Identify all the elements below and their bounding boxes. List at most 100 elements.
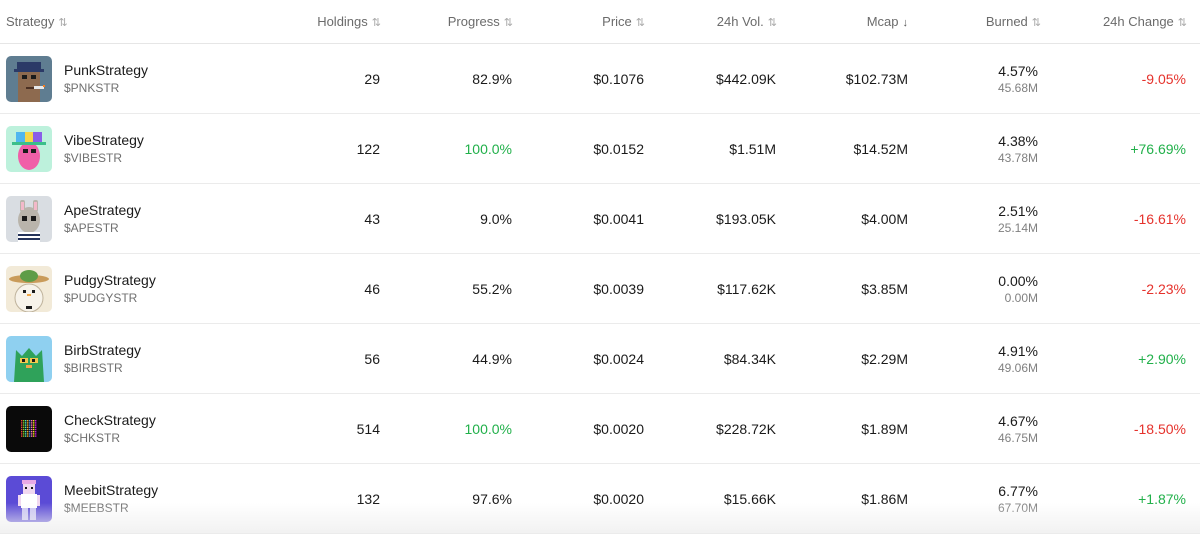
col-header-change[interactable]: 24h Change ⇅	[1040, 0, 1200, 44]
col-header-vol[interactable]: 24h Vol. ⇅	[644, 0, 777, 44]
progress-cell: 100.0%	[380, 393, 512, 464]
table-row[interactable]: BirbStrategy $BIRBSTR 56 44.9% $0.0024 $…	[0, 323, 1200, 394]
strategy-ticker: $MEEBSTR	[64, 501, 129, 515]
strategy-cell: MeebitStrategy $MEEBSTR	[0, 463, 220, 534]
table-row[interactable]: PunkStrategy $PNKSTR 29 82.9% $0.1076 $4…	[0, 43, 1200, 114]
strategy-ticker: $APESTR	[64, 221, 119, 235]
change-cell: +2.90%	[1040, 323, 1200, 394]
birb-avatar-icon	[6, 335, 52, 382]
burned-percent: 4.38%	[998, 132, 1038, 149]
sort-icon: ⇅	[503, 17, 513, 29]
strategy-name: PudgyStrategy	[64, 272, 156, 288]
burned-percent: 6.77%	[998, 482, 1038, 499]
burned-percent: 4.57%	[998, 62, 1038, 79]
change-cell: -18.50%	[1040, 393, 1200, 464]
burned-amount: 67.70M	[997, 500, 1038, 515]
strategy-ticker: $BIRBSTR	[64, 361, 123, 375]
strategy-ticker: $CHKSTR	[64, 431, 121, 445]
holdings-cell: 122	[220, 113, 380, 184]
change-cell: -16.61%	[1040, 183, 1200, 254]
price-cell: $0.1076	[512, 43, 644, 114]
table-row[interactable]: ApeStrategy $APESTR 43 9.0% $0.0041 $193…	[0, 183, 1200, 254]
vol-cell: $442.09K	[644, 43, 776, 114]
burned-cell: 4.57% 45.68M	[908, 43, 1040, 114]
table-row[interactable]: CheckStrategy $CHKSTR 514 100.0% $0.0020…	[0, 393, 1200, 464]
burned-cell: 0.00% 0.00M	[908, 253, 1040, 324]
price-cell: $0.0152	[512, 113, 644, 184]
col-header-mcap[interactable]: Mcap ↓	[776, 0, 908, 44]
sort-icon: ⇅	[58, 17, 67, 29]
strategy-cell: PunkStrategy $PNKSTR	[0, 43, 220, 114]
table-header-row: Strategy ⇅ Holdings ⇅ Progress ⇅ Price ⇅ 24h…	[0, 0, 1200, 44]
mcap-cell: $102.73M	[776, 43, 908, 114]
burned-amount: 45.68M	[997, 80, 1038, 95]
burned-amount: 43.78M	[997, 150, 1038, 165]
strategy-ticker: $PUDGYSTR	[64, 291, 138, 305]
change-cell: +1.87%	[1040, 463, 1200, 534]
change-cell: -2.23%	[1040, 253, 1200, 324]
progress-cell: 44.9%	[380, 323, 512, 394]
vibe-avatar-icon	[6, 125, 52, 172]
vol-cell: $228.72K	[644, 393, 776, 464]
col-header-burned[interactable]: Burned ⇅	[908, 0, 1041, 44]
punk-avatar-icon	[6, 55, 52, 102]
strategy-cell: ApeStrategy $APESTR	[0, 183, 220, 254]
mcap-cell: $4.00M	[776, 183, 908, 254]
burned-cell: 4.91% 49.06M	[908, 323, 1040, 394]
strategy-name: BirbStrategy	[64, 342, 142, 358]
progress-cell: 100.0%	[380, 113, 512, 184]
table-row[interactable]: VibeStrategy $VIBESTR 122 100.0% $0.0152…	[0, 113, 1200, 184]
mcap-cell: $3.85M	[776, 253, 908, 324]
burned-percent: 0.00%	[998, 272, 1038, 289]
burned-cell: 2.51% 25.14M	[908, 183, 1040, 254]
meebit-avatar-icon	[6, 475, 52, 522]
burned-cell: 4.67% 46.75M	[908, 393, 1040, 464]
col-header-price[interactable]: Price ⇅	[512, 0, 645, 44]
sort-icon: ⇅	[1031, 17, 1041, 29]
mcap-cell: $1.86M	[776, 463, 908, 534]
table-row[interactable]: MeebitStrategy $MEEBSTR 132 97.6% $0.002…	[0, 463, 1200, 534]
strategy-name: PunkStrategy	[64, 62, 149, 78]
col-header-progress[interactable]: Progress ⇅	[380, 0, 513, 44]
burned-percent: 2.51%	[998, 202, 1038, 219]
pudgy-avatar-icon	[6, 265, 52, 312]
table-row[interactable]: PudgyStrategy $PUDGYSTR 46 55.2% $0.0039…	[0, 253, 1200, 324]
sort-desc-icon: ↓	[902, 17, 909, 29]
sort-icon: ⇅	[635, 17, 645, 29]
burned-percent: 4.67%	[998, 412, 1038, 429]
strategy-ticker: $PNKSTR	[64, 81, 120, 95]
progress-cell: 9.0%	[380, 183, 512, 254]
price-cell: $0.0020	[512, 393, 644, 464]
sort-icon: ⇅	[371, 17, 381, 29]
strategy-name: VibeStrategy	[64, 132, 144, 148]
strategy-cell: BirbStrategy $BIRBSTR	[0, 323, 220, 394]
col-header-strategy[interactable]: Strategy ⇅	[0, 0, 220, 44]
vol-cell: $1.51M	[644, 113, 776, 184]
mcap-cell: $14.52M	[776, 113, 908, 184]
burned-cell: 4.38% 43.78M	[908, 113, 1040, 184]
price-cell: $0.0020	[512, 463, 644, 534]
sort-icon: ⇅	[1177, 17, 1187, 29]
change-cell: -9.05%	[1040, 43, 1200, 114]
progress-cell: 82.9%	[380, 43, 512, 114]
price-cell: $0.0024	[512, 323, 644, 394]
burned-percent: 4.91%	[998, 342, 1038, 359]
burned-amount: 46.75M	[997, 430, 1038, 445]
burned-amount: 0.00M	[1004, 290, 1038, 305]
vol-cell: $193.05K	[644, 183, 776, 254]
strategy-name: MeebitStrategy	[64, 482, 159, 498]
strategy-ticker: $VIBESTR	[64, 151, 123, 165]
progress-cell: 55.2%	[380, 253, 512, 324]
check-avatar-icon	[6, 405, 52, 452]
burned-amount: 25.14M	[997, 220, 1038, 235]
holdings-cell: 29	[220, 43, 380, 114]
mcap-cell: $2.29M	[776, 323, 908, 394]
strategy-cell: VibeStrategy $VIBESTR	[0, 113, 220, 184]
strategy-name: ApeStrategy	[64, 202, 142, 218]
holdings-cell: 132	[220, 463, 380, 534]
strategy-cell: CheckStrategy $CHKSTR	[0, 393, 220, 464]
holdings-cell: 43	[220, 183, 380, 254]
vol-cell: $84.34K	[644, 323, 776, 394]
col-header-holdings[interactable]: Holdings ⇅	[220, 0, 381, 44]
